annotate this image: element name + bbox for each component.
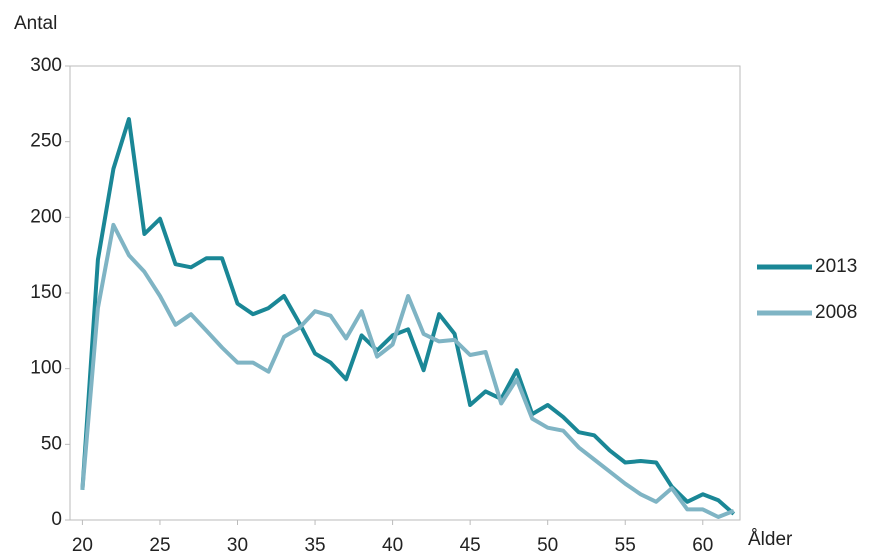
plot-frame <box>69 65 741 521</box>
y-tick-label: 300 <box>30 55 62 76</box>
x-tick-label: 25 <box>149 535 170 556</box>
y-tick-label: 250 <box>30 131 62 152</box>
x-tick-label: 45 <box>460 535 481 556</box>
x-tick-label: 50 <box>537 535 558 556</box>
x-tick-label: 40 <box>382 535 403 556</box>
x-tick-label: 35 <box>304 535 325 556</box>
legend-label: 2008 <box>815 302 857 323</box>
y-tick-label: 100 <box>30 358 62 379</box>
y-tick-label: 50 <box>41 433 62 454</box>
x-tick-label: 60 <box>692 535 713 556</box>
series-line <box>80 117 736 516</box>
legend-label: 2013 <box>815 256 857 277</box>
y-tick-label: 200 <box>30 206 62 227</box>
x-axis-label: Ålder <box>748 529 793 550</box>
y-tick-label: 0 <box>51 509 62 530</box>
y-axis-label: Antal <box>14 13 57 34</box>
series-line <box>80 222 735 519</box>
y-tick-label: 150 <box>30 282 62 303</box>
x-tick-label: 20 <box>72 535 93 556</box>
x-tick-label: 30 <box>227 535 248 556</box>
x-tick-label: 55 <box>615 535 636 556</box>
